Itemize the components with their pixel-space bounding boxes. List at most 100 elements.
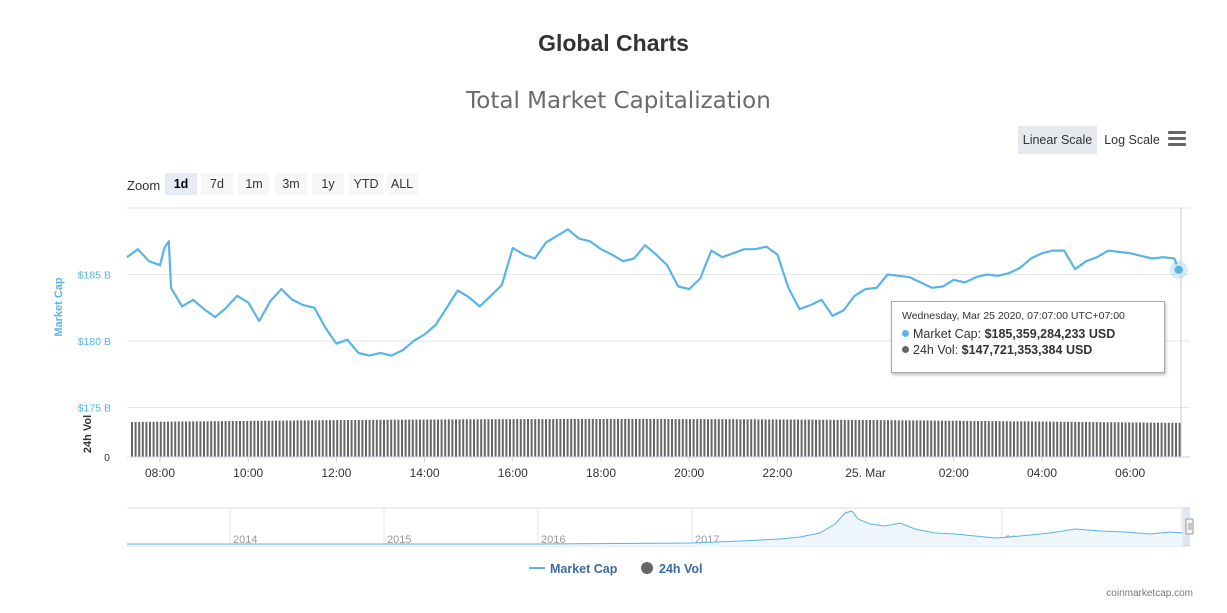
linear-scale-button[interactable]: Linear Scale [1018,126,1097,154]
volume-bar [1142,422,1145,457]
volume-bar [941,420,943,457]
hamburger-menu-icon[interactable] [1168,131,1188,149]
volume-bar [1095,422,1098,457]
volume-bar [534,419,537,457]
volume-bar [937,420,940,457]
y-axis-label-market-cap: Market Cap [53,277,65,337]
tooltip-market-cap-row: Market Cap: $185,359,284,233 USD [902,326,1154,342]
volume-bar [933,420,936,457]
volume-bar [188,421,191,457]
volume-bar [1092,422,1095,457]
volume-bar [757,419,760,457]
zoom-3m-button[interactable]: 3m [275,173,307,195]
volume-bar [530,419,533,457]
volume-bar [671,419,673,457]
circle-swatch-icon [641,562,653,574]
volume-bar [797,419,799,457]
volume-bar [1128,422,1131,457]
volume-bar [714,419,717,457]
volume-bar [833,419,835,457]
volume-bar [584,419,587,457]
volume-bar [649,419,652,457]
volume-bars [131,419,1181,457]
volume-bar [368,419,371,457]
zoom-7d-button[interactable]: 7d [201,173,233,195]
zoom-ytd-button[interactable]: YTD [349,173,383,195]
volume-bar [573,419,576,457]
tooltip-vol-row: 24h Vol: $147,721,353,384 USD [902,342,1154,358]
volume-bar [894,420,897,457]
x-tick-label: 12:00 [321,466,351,480]
zoom-1m-button[interactable]: 1m [238,173,270,195]
volume-bar [311,420,313,457]
y-tick-label: $175 B [78,403,111,415]
volume-bar [1070,421,1073,457]
volume-bar [354,420,357,457]
volume-bar [505,419,508,457]
volume-bar [685,419,688,457]
legend-item-market-cap[interactable]: Market Cap [529,562,617,576]
volume-bar [768,419,771,457]
navigator-year-label: 2016 [541,534,565,546]
volume-bar [408,419,411,457]
volume-bar [1041,421,1044,457]
volume-bar [966,420,969,457]
zoom-1d-button[interactable]: 1d [165,173,197,195]
volume-bar [660,419,663,457]
volume-bar [847,419,850,457]
x-tick-label: 20:00 [674,466,704,480]
volume-bar [235,421,238,457]
volume-bar [1135,422,1138,457]
volume-bar [923,420,925,457]
x-tick-label: 22:00 [762,466,792,480]
volume-bar [663,419,666,457]
volume-bar [458,419,461,457]
tooltip-market-cap-label: Market Cap: [913,327,982,341]
volume-bar [599,419,601,457]
x-tick-label: 16:00 [498,466,528,480]
volume-bar [361,419,364,457]
navigator[interactable]: 2014201520162017201820192020 [127,507,1194,547]
market-cap-series-line[interactable] [126,228,1180,357]
volume-bar [735,419,738,457]
volume-bar [397,419,400,457]
volume-bar [696,419,699,457]
volume-bar [1103,422,1105,457]
zoom-1y-button[interactable]: 1y [312,173,344,195]
volume-bar [732,419,735,457]
volume-bar [620,419,623,457]
volume-bar [1063,421,1066,457]
volume-bar [588,419,591,457]
log-scale-button[interactable]: Log Scale [1104,133,1160,147]
volume-bar [710,419,713,457]
volume-bar [1106,422,1109,457]
volume-bar [267,420,270,457]
volume-dot-icon [902,346,909,353]
volume-bar [224,421,227,457]
volume-bar [627,419,630,457]
volume-bar [282,420,285,457]
volume-bar [779,419,781,457]
volume-bar [332,420,335,457]
legend-item-volume[interactable]: 24h Vol [641,562,703,576]
volume-bar [246,420,249,457]
volume-bar [181,421,184,457]
volume-bar [275,420,277,457]
credits-link[interactable]: coinmarketcap.com [1106,588,1193,599]
volume-bar [491,419,493,457]
volume-bar [948,420,951,457]
volume-bar [987,421,990,457]
volume-bar [681,419,684,457]
volume-bar [674,419,677,457]
volume-bar [959,420,961,457]
volume-bar [692,419,695,457]
volume-bar [721,419,724,457]
volume-bar [858,420,861,457]
zoom-all-button[interactable]: ALL [386,173,418,195]
volume-bar [602,419,605,457]
volume-bar [1031,421,1033,457]
volume-bar [667,419,670,457]
volume-bar [786,419,789,457]
volume-bar [624,419,627,457]
